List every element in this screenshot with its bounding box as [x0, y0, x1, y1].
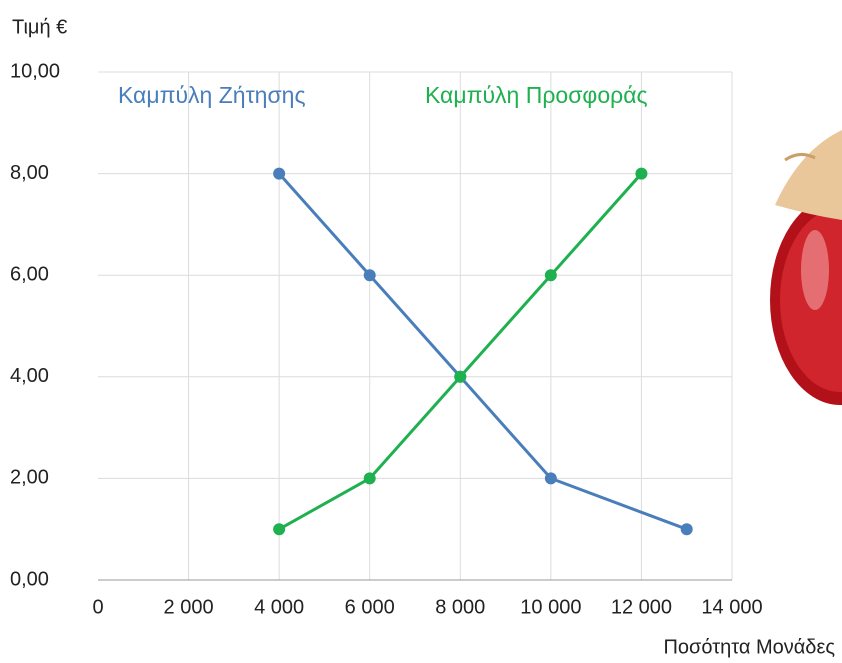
x-tick-label: 8 000 — [435, 596, 485, 618]
y-tick-label: 0,00 — [10, 568, 49, 590]
data-point — [635, 167, 648, 180]
data-point — [680, 523, 693, 536]
data-point — [363, 472, 376, 485]
y-tick-label: 2,00 — [10, 467, 49, 489]
jar-illustration — [770, 130, 842, 405]
data-point — [454, 370, 467, 383]
y-tick-label: 6,00 — [10, 263, 49, 285]
x-tick-label: 4 000 — [254, 596, 304, 618]
data-point — [273, 167, 286, 180]
x-tick-label: 10 000 — [520, 596, 581, 618]
data-point — [363, 269, 376, 282]
x-tick-label: 2 000 — [164, 596, 214, 618]
y-tick-label: 10,00 — [10, 60, 60, 82]
x-tick-label: 12 000 — [611, 596, 672, 618]
x-tick-label: 6 000 — [345, 596, 395, 618]
data-point — [273, 523, 286, 536]
x-tick-label: 14 000 — [701, 596, 762, 618]
data-point — [544, 472, 557, 485]
x-axis-label: Ποσότητα Μονάδες — [663, 636, 835, 658]
y-tick-label: 4,00 — [10, 365, 49, 387]
data-point — [544, 269, 557, 282]
y-axis-label: Τιμή € — [12, 16, 67, 38]
legend-label: Καμπύλη Ζήτησης — [118, 82, 306, 108]
y-tick-label: 8,00 — [10, 162, 49, 184]
x-tick-label: 0 — [92, 596, 103, 618]
legend-label: Καμπύλη Προσφοράς — [425, 82, 648, 108]
